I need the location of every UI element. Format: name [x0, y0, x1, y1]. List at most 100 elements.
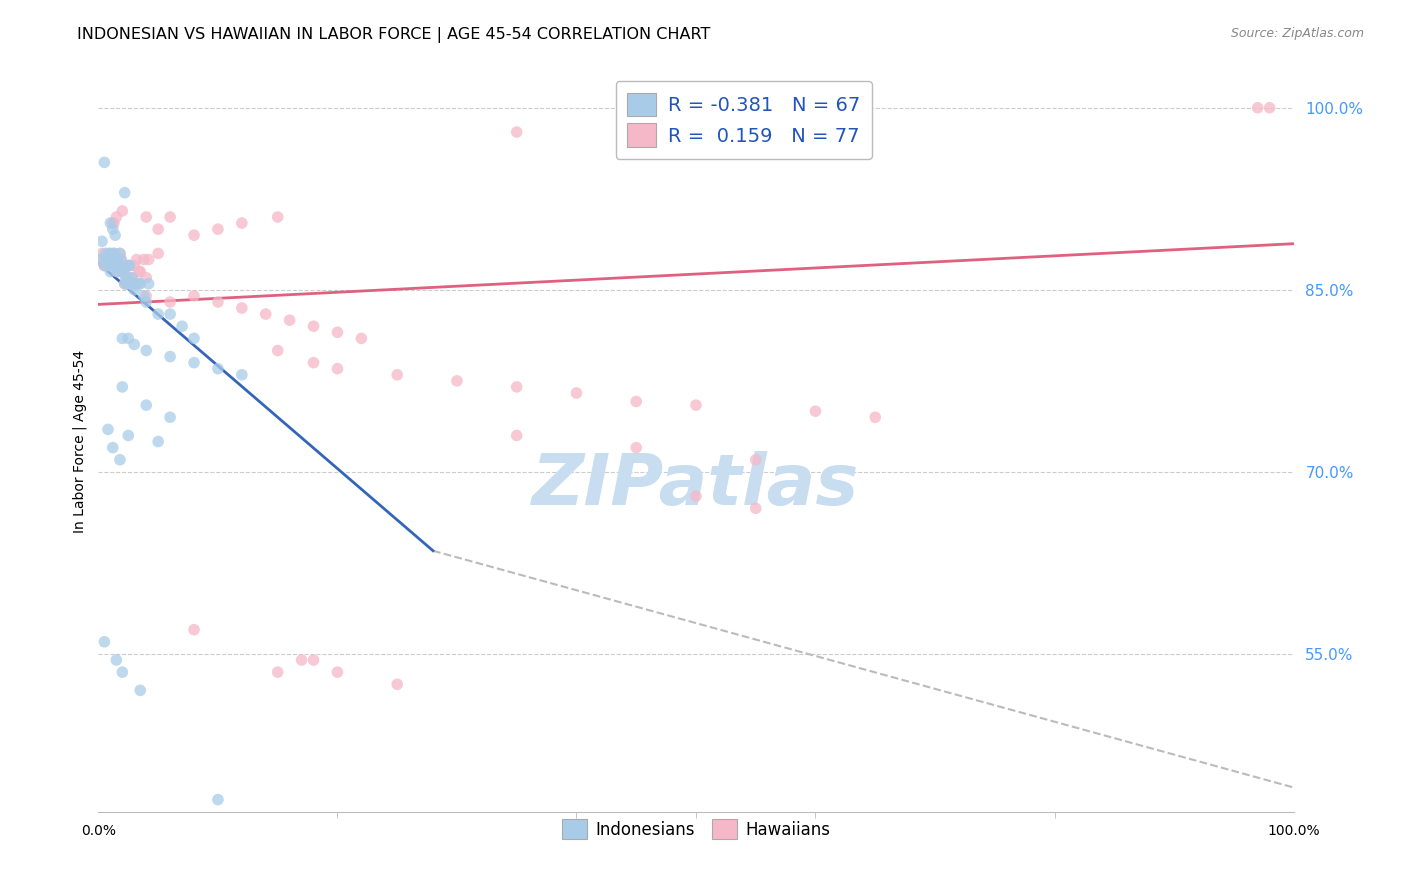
Text: ZIPatlas: ZIPatlas — [533, 451, 859, 520]
Point — [804, 404, 827, 418]
Point — [135, 398, 157, 412]
Point — [159, 350, 181, 364]
Point — [506, 380, 529, 394]
Point — [87, 252, 110, 267]
Point — [91, 246, 114, 260]
Point — [207, 361, 229, 376]
Point — [97, 252, 120, 267]
Point — [135, 343, 157, 358]
Point — [115, 270, 138, 285]
Point — [302, 356, 325, 370]
Point — [135, 295, 157, 310]
Point — [231, 368, 253, 382]
Point — [128, 277, 150, 291]
Point — [159, 210, 181, 224]
Point — [93, 155, 115, 169]
Point — [87, 252, 110, 267]
Point — [506, 125, 529, 139]
Point — [326, 665, 349, 680]
Point — [183, 623, 205, 637]
Point — [98, 216, 122, 230]
Point — [267, 665, 290, 680]
Point — [350, 331, 373, 345]
Point — [124, 277, 146, 291]
Point — [101, 216, 124, 230]
Point — [124, 337, 146, 351]
Point — [302, 653, 325, 667]
Point — [108, 246, 131, 260]
Point — [129, 277, 152, 291]
Point — [278, 313, 301, 327]
Point — [125, 277, 148, 291]
Point — [117, 270, 139, 285]
Point — [101, 252, 124, 267]
Point — [111, 265, 134, 279]
Point — [98, 246, 122, 260]
Point — [685, 489, 707, 503]
Point — [105, 252, 128, 267]
Y-axis label: In Labor Force | Age 45-54: In Labor Force | Age 45-54 — [73, 350, 87, 533]
Point — [103, 246, 125, 260]
Point — [326, 326, 349, 340]
Point — [267, 343, 290, 358]
Point — [385, 368, 409, 382]
Point — [183, 289, 205, 303]
Point — [291, 653, 314, 667]
Point — [94, 246, 117, 260]
Point — [135, 289, 157, 303]
Point — [105, 653, 128, 667]
Point — [446, 374, 468, 388]
Point — [98, 265, 122, 279]
Point — [118, 259, 141, 273]
Point — [745, 501, 768, 516]
Point — [111, 331, 134, 345]
Point — [385, 677, 409, 691]
Point — [104, 259, 127, 273]
Point — [110, 252, 132, 267]
Point — [107, 259, 129, 273]
Point — [115, 270, 138, 285]
Point — [110, 252, 132, 267]
Point — [132, 252, 155, 267]
Point — [135, 210, 157, 224]
Point — [125, 252, 148, 267]
Point — [128, 265, 150, 279]
Point — [103, 246, 125, 260]
Point — [124, 277, 146, 291]
Point — [112, 265, 135, 279]
Point — [129, 265, 152, 279]
Point — [159, 410, 181, 425]
Point — [183, 356, 205, 370]
Point — [114, 277, 136, 291]
Point — [98, 259, 121, 273]
Point — [112, 265, 135, 279]
Point — [100, 259, 122, 273]
Point — [93, 259, 115, 273]
Point — [101, 441, 124, 455]
Point — [183, 331, 205, 345]
Point — [121, 270, 143, 285]
Point — [117, 331, 139, 345]
Point — [96, 252, 118, 267]
Point — [129, 683, 152, 698]
Point — [565, 386, 588, 401]
Point — [115, 277, 138, 291]
Point — [685, 398, 707, 412]
Point — [115, 277, 138, 291]
Point — [107, 265, 129, 279]
Point — [148, 307, 170, 321]
Point — [172, 319, 194, 334]
Point — [93, 259, 115, 273]
Point — [111, 665, 134, 680]
Point — [98, 246, 121, 260]
Point — [97, 252, 120, 267]
Point — [1247, 101, 1270, 115]
Point — [207, 295, 229, 310]
Point — [124, 283, 146, 297]
Point — [267, 210, 290, 224]
Point — [159, 307, 181, 321]
Point — [231, 216, 253, 230]
Point — [103, 216, 125, 230]
Point — [132, 289, 155, 303]
Point — [302, 319, 325, 334]
